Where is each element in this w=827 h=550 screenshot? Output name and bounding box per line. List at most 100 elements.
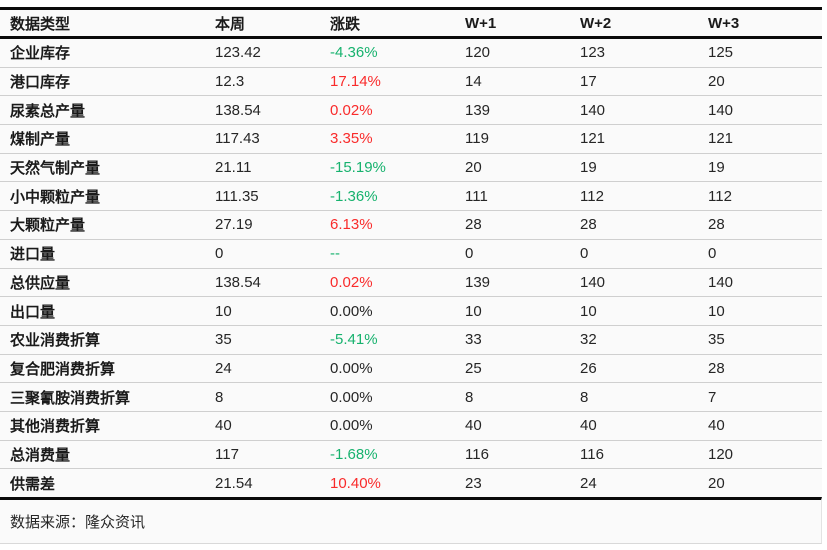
cell-w1: 28	[465, 210, 580, 240]
cell-change: 0.00%	[330, 353, 465, 383]
cell-week: 0	[215, 238, 330, 268]
cell-week: 21.54	[215, 468, 330, 497]
cell-w1: 111	[465, 181, 580, 211]
cell-w1: 40	[465, 410, 580, 441]
column-header-5: W+3	[708, 14, 740, 32]
cell-w2: 121	[580, 124, 708, 154]
cell-w1: 25	[465, 353, 580, 383]
table-row: 总消费量 117 -1.68% 116 116 120	[0, 439, 822, 469]
row-label: 出口量	[0, 296, 215, 326]
row-label: 三聚氰胺消费折算	[0, 382, 215, 412]
table-row: 尿素总产量 138.54 0.02% 139 140 140	[0, 95, 822, 125]
cell-week: 40	[215, 410, 330, 441]
cell-change: 6.13%	[330, 210, 465, 240]
cell-w3: 28	[708, 353, 822, 383]
row-label: 供需差	[0, 468, 215, 497]
cell-w2: 116	[580, 439, 708, 469]
cell-w2: 140	[580, 267, 708, 297]
cell-w2: 123	[580, 44, 606, 62]
cell-change: 0.00%	[330, 410, 465, 441]
cell-w2: 17	[580, 66, 708, 96]
cell-w3: 112	[708, 181, 822, 211]
table-body: 企业库存 123.42 -4.36% 120 123 125 港口库存 12.3 17.14% 1…	[0, 38, 822, 497]
row-label: 煤制产量	[0, 124, 215, 154]
table-row: 煤制产量 117.43 3.35% 119 121 121	[0, 124, 822, 154]
row-label: 进口量	[0, 238, 215, 268]
cell-week: 35	[215, 324, 330, 355]
cell-change: 0.00%	[330, 382, 465, 412]
cell-w2: 24	[580, 468, 708, 497]
cell-w3: 19	[708, 152, 822, 182]
row-label: 小中颗粒产量	[0, 181, 215, 211]
table-row: 港口库存 12.3 17.14% 14 17 20	[0, 66, 822, 96]
cell-week: 8	[215, 382, 330, 412]
cell-change: 0.00%	[330, 296, 465, 326]
cell-w2: 26	[580, 353, 708, 383]
cell-change: 17.14%	[330, 66, 465, 96]
cell-w2: 10	[580, 296, 708, 326]
cell-w3: 140	[708, 267, 822, 297]
column-header-3: W+1	[465, 14, 497, 32]
cell-w1: 14	[465, 66, 580, 96]
cell-w2: 19	[580, 152, 708, 182]
table-row: 三聚氰胺消费折算 8 0.00% 8 8 7	[0, 382, 822, 412]
column-header-2: 涨跌	[330, 15, 361, 33]
row-label: 总消费量	[0, 439, 215, 469]
table-row: 进口量 0 -- 0 0 0	[0, 238, 822, 268]
cell-change: 0.02%	[330, 267, 465, 297]
cell-w2: 140	[580, 95, 708, 125]
row-label: 港口库存	[0, 66, 215, 96]
table-row: 其他消费折算 40 0.00% 40 40 40	[0, 410, 822, 441]
cell-change: --	[330, 238, 465, 268]
row-label: 大颗粒产量	[0, 210, 215, 240]
table-row: 出口量 10 0.00% 10 10 10	[0, 296, 822, 326]
cell-w3: 7	[708, 382, 822, 412]
table-row: 企业库存 123.42 -4.36% 120 123 125	[0, 38, 822, 68]
cell-week: 138.54	[215, 95, 330, 125]
cell-w2: 0	[580, 238, 708, 268]
table-footer: 数据来源：隆众资讯	[0, 497, 822, 544]
table-row: 农业消费折算 35 -5.41% 33 32 35	[0, 324, 822, 355]
cell-change: -15.19%	[330, 152, 465, 182]
cell-change: -5.41%	[330, 324, 465, 355]
cell-w3: 140	[708, 95, 822, 125]
cell-week: 111.35	[215, 181, 330, 211]
cell-w3: 35	[708, 324, 822, 355]
cell-change: 10.40%	[330, 468, 465, 497]
row-label: 复合肥消费折算	[0, 353, 215, 383]
table-row: 复合肥消费折算 24 0.00% 25 26 28	[0, 353, 822, 383]
cell-w1: 20	[465, 152, 580, 182]
cell-week: 138.54	[215, 267, 330, 297]
cell-w3: 20	[708, 66, 822, 96]
column-header-4: W+2	[580, 14, 612, 32]
table-row: 大颗粒产量 27.19 6.13% 28 28 28	[0, 210, 822, 240]
header-row: 数据类型 本周 涨跌 W+1 W+2 W+3	[0, 9, 822, 38]
data-source-note: 数据来源：隆众资讯	[10, 514, 146, 531]
cell-w2: 28	[580, 210, 708, 240]
cell-w1: 120	[465, 44, 491, 62]
cell-week: 27.19	[215, 210, 330, 240]
cell-w3: 40	[708, 410, 822, 441]
cell-w1: 23	[465, 468, 580, 497]
table-header: 数据类型 本周 涨跌 W+1 W+2 W+3	[0, 9, 822, 38]
row-label: 农业消费折算	[0, 324, 215, 355]
cell-w1: 139	[465, 95, 580, 125]
cell-change: 0.02%	[330, 95, 465, 125]
cell-w1: 8	[465, 382, 580, 412]
cell-w2: 40	[580, 410, 708, 441]
column-header-1: 本周	[215, 15, 246, 33]
cell-week: 24	[215, 353, 330, 383]
cell-w3: 125	[708, 44, 734, 62]
table-row: 供需差 21.54 10.40% 23 24 20	[0, 468, 822, 497]
table-row: 天然气制产量 21.11 -15.19% 20 19 19	[0, 152, 822, 182]
cell-week: 12.3	[215, 66, 330, 96]
cell-w2: 112	[580, 181, 708, 211]
cell-change: -1.68%	[330, 439, 465, 469]
cell-week: 117	[215, 439, 330, 469]
cell-w2: 8	[580, 382, 708, 412]
cell-w3: 28	[708, 210, 822, 240]
cell-change: 3.35%	[330, 124, 465, 154]
table-row: 小中颗粒产量 111.35 -1.36% 111 112 112	[0, 181, 822, 211]
